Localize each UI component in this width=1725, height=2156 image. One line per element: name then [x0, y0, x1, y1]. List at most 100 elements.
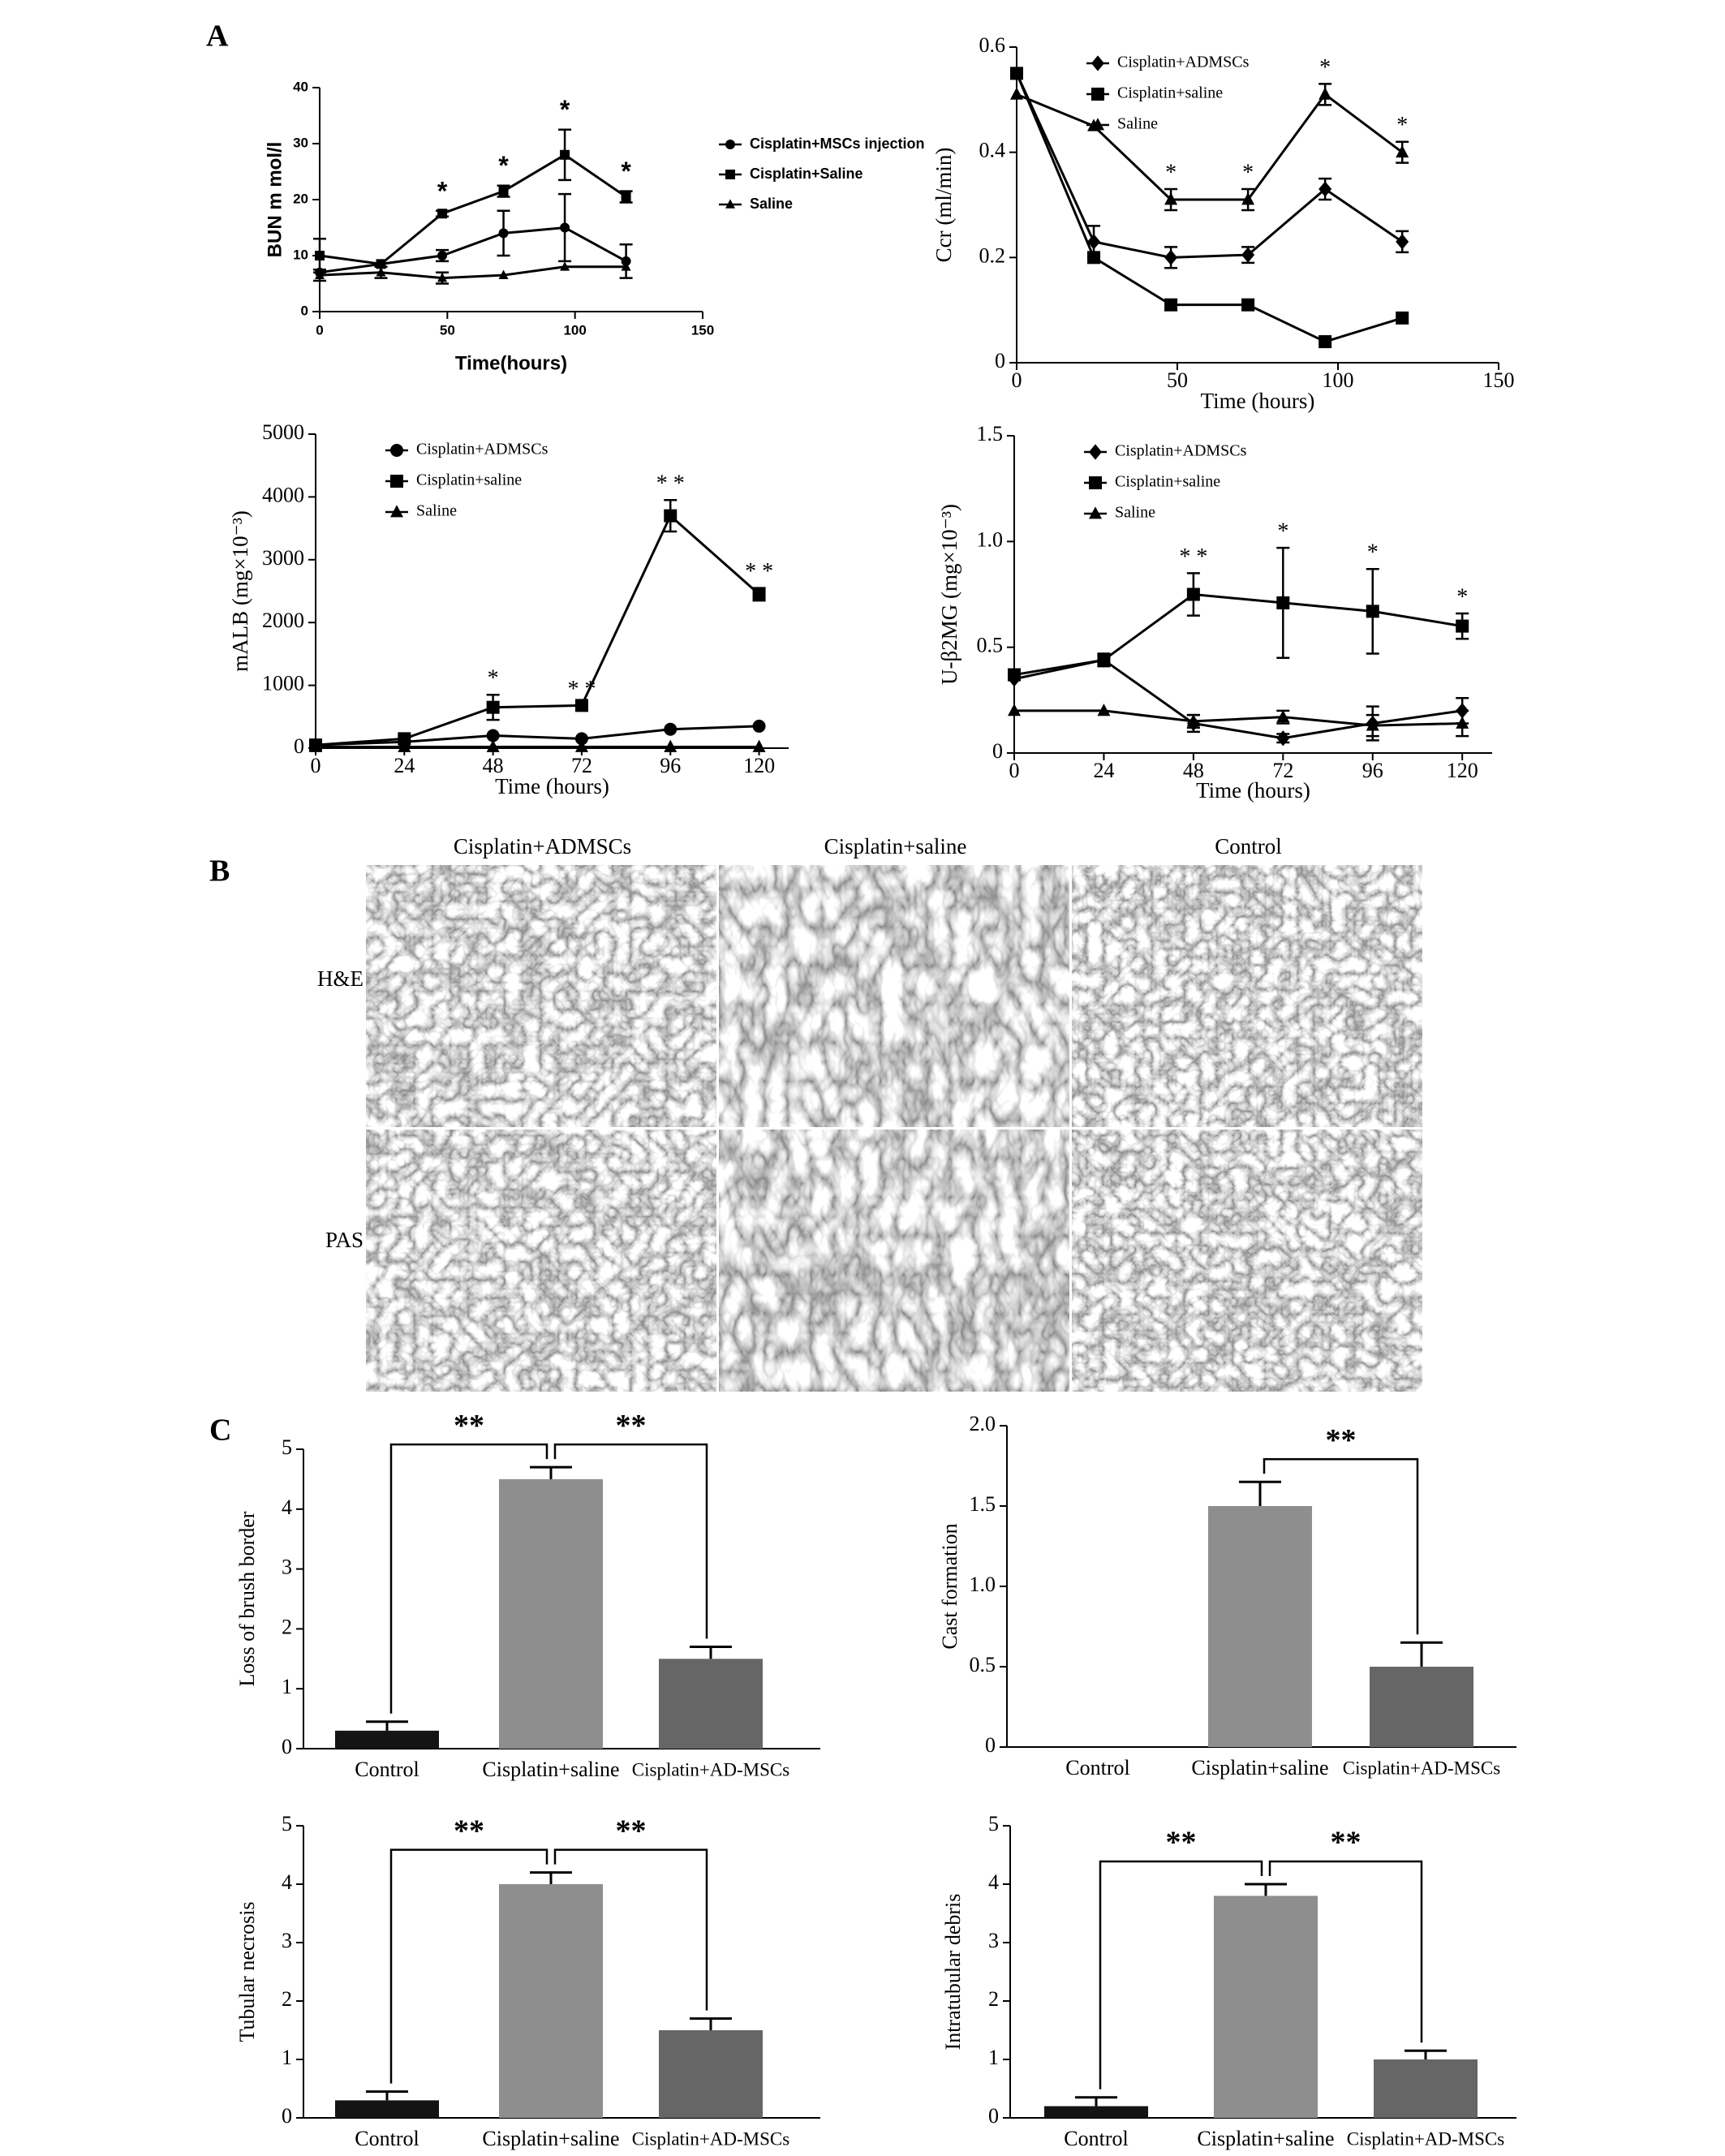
error-bar — [690, 2017, 732, 2030]
bar — [1208, 1506, 1312, 1747]
significance-bracket — [1099, 1860, 1263, 2089]
x-tick-label: 48 — [1183, 759, 1204, 782]
y-tick-label: 3 — [282, 1929, 292, 1952]
series-line — [1016, 93, 1404, 201]
column-title: Cisplatin+ADMSCs — [454, 834, 631, 859]
marker — [1186, 714, 1200, 727]
marker — [574, 699, 588, 712]
significance: * — [498, 151, 509, 180]
x-tick-label: 0 — [316, 322, 323, 338]
legend-marker — [725, 199, 735, 209]
legend-marker — [390, 475, 403, 488]
y-tick-label: 0.5 — [970, 1653, 996, 1676]
x-axis-label: Time(hours) — [455, 352, 567, 374]
significance: * — [1456, 584, 1468, 609]
legend-marker — [390, 444, 403, 457]
y-tick-label: 2 — [282, 1615, 292, 1638]
y-tick-label: 1000 — [262, 672, 304, 695]
y-tick-label: 1.0 — [970, 1573, 996, 1596]
marker — [498, 269, 509, 279]
y-axis-label: U-β2MG (mg×10⁻³) — [937, 504, 961, 685]
micrograph — [719, 865, 1069, 1127]
y-tick-label: 4 — [282, 1495, 292, 1519]
x-tick-label: Cisplatin+AD-MSCs — [632, 2128, 789, 2149]
marker — [1008, 668, 1021, 682]
y-tick-label: 0 — [995, 349, 1005, 372]
significance-bracket — [553, 1443, 708, 1639]
y-tick-label: 4 — [282, 1870, 292, 1894]
marker — [376, 267, 386, 277]
x-tick-label: 100 — [563, 322, 586, 338]
x-tick-label: Control — [1065, 1756, 1129, 1779]
marker — [1396, 234, 1409, 250]
marker — [1318, 181, 1332, 197]
y-tick-label: 2 — [282, 1987, 292, 2011]
marker — [1241, 247, 1255, 263]
chart: 0 10 20 30 40 BUN m mol/l 0 50 100 150 Time(hours)… — [264, 79, 924, 374]
significance: * * — [745, 559, 773, 584]
legend-label: Saline — [416, 502, 457, 520]
y-tick-label: 0 — [988, 2104, 999, 2128]
panel-label: B — [209, 854, 230, 889]
marker — [1241, 192, 1255, 205]
significance: ** — [616, 1814, 647, 1848]
panel-label: A — [206, 19, 229, 54]
x-tick-label: Cisplatin+saline — [1197, 2127, 1334, 2150]
marker — [437, 251, 448, 260]
significance: ** — [454, 1409, 484, 1443]
x-tick-label: 96 — [660, 754, 681, 777]
marker — [1010, 67, 1023, 80]
y-tick-label: 4 — [988, 1870, 999, 1894]
marker — [486, 700, 500, 714]
marker — [752, 739, 766, 752]
significance: * — [1277, 519, 1288, 544]
x-tick-label: Cisplatin+saline — [482, 2127, 619, 2150]
x-tick-label: 0 — [311, 754, 321, 777]
y-tick-label: 2 — [988, 1987, 999, 2011]
legend-label: Cisplatin+Saline — [750, 166, 863, 182]
significance: ** — [1331, 1826, 1362, 1860]
marker — [1318, 87, 1332, 100]
significance: ** — [1326, 1423, 1357, 1457]
series-line — [319, 226, 627, 274]
marker — [752, 587, 766, 601]
series-line — [1015, 72, 1403, 343]
chart: 0 1 2 3 4 5 Intratubular debris Control Cisplati… — [941, 1812, 1516, 2150]
y-axis-label: Intratubular debris — [941, 1894, 965, 2051]
legend-marker — [390, 505, 403, 518]
micrograph — [1072, 1130, 1422, 1392]
y-tick-label: 5000 — [262, 420, 304, 444]
chart: 0 1 2 3 4 5 Loss of brush border Control Cisplat… — [235, 1409, 820, 1781]
y-tick-label: 0.6 — [979, 33, 1006, 57]
error-bar — [366, 2090, 408, 2101]
marker — [486, 729, 500, 742]
marker — [1097, 653, 1111, 667]
row-label: H&E — [317, 966, 363, 991]
significance: ** — [616, 1409, 647, 1443]
y-tick-label: 2000 — [262, 609, 304, 632]
marker — [1164, 249, 1178, 265]
significance: * — [560, 95, 570, 124]
row-label: PAS — [325, 1228, 363, 1252]
y-tick-label: 2.0 — [970, 1412, 996, 1435]
legend-label: Cisplatin+saline — [1115, 473, 1220, 491]
micrograph — [1072, 865, 1422, 1127]
marker — [1276, 709, 1290, 723]
legend-label: Cisplatin+ADMSCs — [416, 441, 548, 458]
bar — [659, 2030, 763, 2118]
y-tick-label: 5 — [988, 1812, 999, 1835]
column-title: Cisplatin+saline — [824, 834, 967, 859]
marker — [1396, 311, 1409, 325]
marker — [398, 739, 411, 752]
y-tick-label: 3000 — [262, 546, 304, 570]
x-tick-label: 120 — [743, 754, 775, 777]
error-bar — [366, 1720, 408, 1731]
significance-bracket — [389, 1848, 548, 2084]
legend-marker — [1091, 88, 1104, 101]
marker — [437, 273, 448, 282]
x-tick-label: 24 — [1093, 759, 1114, 782]
significance-bracket — [1263, 1458, 1419, 1635]
marker — [1186, 587, 1200, 601]
bar — [499, 1478, 603, 1749]
x-tick-label: 150 — [1483, 368, 1515, 392]
